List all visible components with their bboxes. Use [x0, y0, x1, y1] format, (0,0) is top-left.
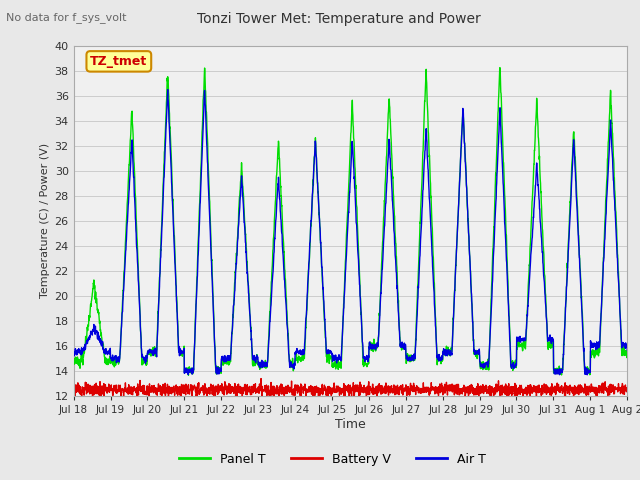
X-axis label: Time: Time	[335, 418, 366, 431]
Text: No data for f_sys_volt: No data for f_sys_volt	[6, 12, 127, 23]
Legend: Panel T, Battery V, Air T: Panel T, Battery V, Air T	[174, 448, 492, 471]
Text: TZ_tmet: TZ_tmet	[90, 55, 147, 68]
Text: Tonzi Tower Met: Temperature and Power: Tonzi Tower Met: Temperature and Power	[197, 12, 481, 26]
Y-axis label: Temperature (C) / Power (V): Temperature (C) / Power (V)	[40, 143, 51, 299]
